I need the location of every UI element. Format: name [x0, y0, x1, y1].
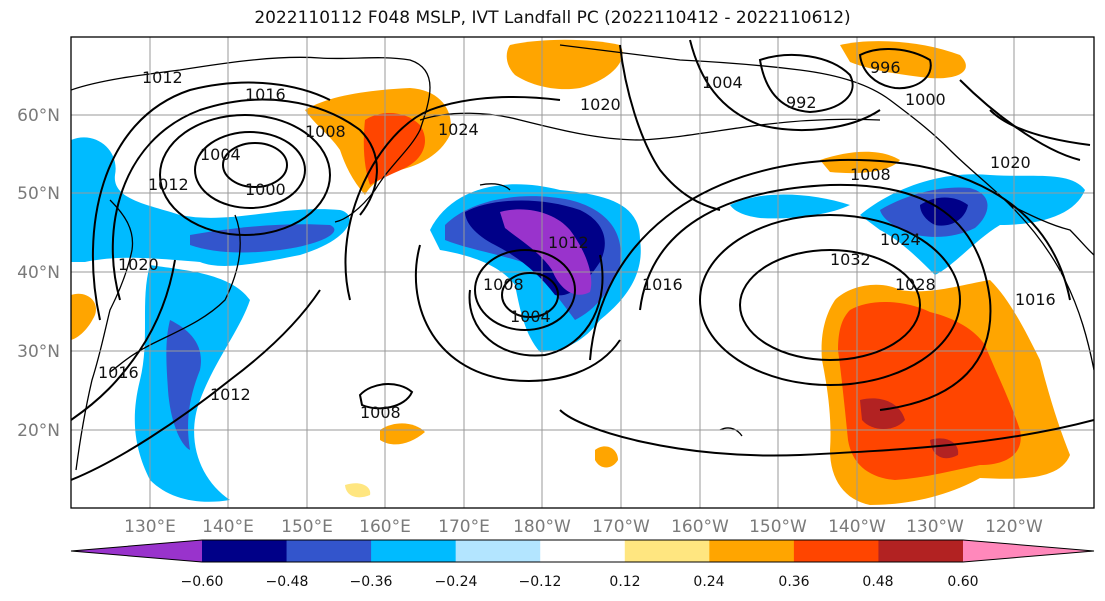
colorbar-extend-low: [71, 540, 202, 562]
colorbar-segment: [202, 540, 288, 562]
map-frame: [70, 36, 1095, 509]
isobar-label: 1008: [483, 275, 524, 294]
lat-label: 20°N: [17, 421, 60, 441]
isobar-label: 1000: [905, 90, 946, 109]
isobar-label: 1020: [990, 153, 1031, 172]
lat-labels: 60°N 50°N 40°N 30°N 20°N: [17, 106, 60, 441]
colorbar-tick-label: −0.24: [435, 574, 478, 590]
isobar-label: 1004: [702, 73, 743, 92]
colorbar-tick-label: 0.24: [693, 574, 724, 590]
lat-label: 30°N: [17, 342, 60, 362]
isobar-label: 1016: [98, 363, 139, 382]
lon-label: 130°W: [906, 517, 964, 537]
colorbar-segment: [878, 540, 964, 562]
lon-label: 150°E: [281, 517, 333, 537]
colorbar-tick-label: 0.60: [947, 574, 978, 590]
lon-label: 150°W: [749, 517, 807, 537]
isobar-label: 1020: [118, 255, 159, 274]
isobar-label: 1024: [880, 230, 921, 249]
lon-label: 170°E: [438, 517, 490, 537]
lon-label: 130°E: [124, 517, 176, 537]
isobar-label: 996: [870, 58, 901, 77]
isobar-label: 1000: [245, 180, 286, 199]
colorbar: [70, 539, 1095, 563]
isobar-label: 1012: [548, 233, 589, 252]
colorbar-tick-label: 0.48: [862, 574, 893, 590]
colorbar-tick-label: −0.48: [266, 574, 309, 590]
lon-label: 140°W: [828, 517, 886, 537]
colorbar-segment: [709, 540, 795, 562]
isobar-label: 1012: [142, 68, 183, 87]
mslp-isobars: [71, 39, 1094, 481]
isobar-label: 1004: [200, 145, 241, 164]
lon-label: 170°W: [592, 517, 650, 537]
isobar-label: 1012: [210, 385, 251, 404]
map-title: 2022110112 F048 MSLP, IVT Landfall PC (2…: [254, 8, 851, 28]
isobar-label: 1008: [850, 165, 891, 184]
colorbar-segment: [624, 540, 710, 562]
isobar-label: 1008: [305, 122, 346, 141]
colorbar-extend-high: [963, 540, 1094, 562]
lon-label: 160°E: [359, 517, 411, 537]
colorbar-tick-label: 0.36: [778, 574, 809, 590]
isobar-label: 1020: [580, 95, 621, 114]
isobar-label: 992: [786, 93, 817, 112]
lat-label: 40°N: [17, 263, 60, 283]
isobar-label: 1008: [360, 403, 401, 422]
colorbar-segment: [286, 540, 372, 562]
lon-label: 160°W: [671, 517, 729, 537]
lon-label: 120°W: [985, 517, 1043, 537]
lon-label: 180°W: [513, 517, 571, 537]
isobar-label: 1032: [830, 250, 871, 269]
colorbar-outline: [70, 539, 1095, 563]
isobar-label: 1028: [895, 275, 936, 294]
isobar-label: 1016: [1015, 290, 1056, 309]
colorbar-segment: [455, 540, 541, 562]
map-panel: 1012 1016 1008 1004 1000 1012 1020 1024 …: [71, 37, 1094, 508]
lat-label: 50°N: [17, 184, 60, 204]
isobar-labels: 1012 1016 1008 1004 1000 1012 1020 1024 …: [98, 58, 1056, 422]
isobar-label: 1016: [642, 275, 683, 294]
colorbar-tick-label: −0.12: [519, 574, 562, 590]
isobar-label: 1016: [245, 85, 286, 104]
lat-label: 60°N: [17, 106, 60, 126]
lon-labels: 130°E 140°E 150°E 160°E 170°E 180°W 170°…: [124, 517, 1043, 537]
colorbar-segment: [793, 540, 879, 562]
isobar-label: 1024: [438, 120, 479, 139]
lon-label: 140°E: [202, 517, 254, 537]
colorbar-tick-label: −0.60: [181, 574, 224, 590]
colorbar-segment: [540, 540, 626, 562]
colorbar-tick-label: −0.36: [350, 574, 393, 590]
colorbar-ticks: −0.60 −0.48 −0.36 −0.24 −0.12 0.12 0.24 …: [181, 574, 979, 590]
isobar-label: 1012: [148, 175, 189, 194]
isobar-label: 1004: [510, 307, 551, 326]
colorbar-tick-label: 0.12: [609, 574, 640, 590]
colorbar-segment: [371, 540, 457, 562]
